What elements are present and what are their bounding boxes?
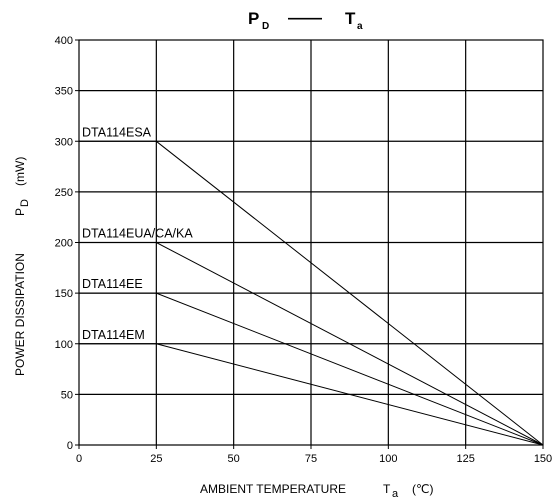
series-line — [79, 343, 544, 446]
y-tick-label: 250 — [55, 187, 73, 199]
y-tick-label: 350 — [55, 86, 73, 98]
series-line — [79, 140, 544, 446]
x-tick-label: 100 — [379, 453, 397, 465]
title-pd-symbol: P — [248, 9, 259, 28]
x-axis-title-unit: (℃) — [412, 482, 433, 496]
series-line — [79, 242, 544, 446]
x-axis-title: AMBIENT TEMPERATURE T a (℃) — [200, 482, 433, 497]
y-tick-label: 300 — [55, 136, 73, 148]
series-line — [79, 292, 544, 446]
title-ta-symbol: T — [345, 9, 356, 28]
series-label: DTA114EE — [82, 277, 143, 291]
x-axis-title-main: AMBIENT TEMPERATURE — [200, 482, 346, 496]
y-axis-title-unit: (mW) — [13, 157, 27, 186]
y-tick-labels: 0 50 100 150 200 250 300 350 400 — [55, 35, 73, 452]
series-label: DTA114ESA — [82, 125, 152, 139]
series-labels: DTA114ESA DTA114EUA/CA/KA DTA114EE DTA114EM — [82, 125, 193, 342]
x-tick-label: 75 — [305, 453, 317, 465]
y-tick-label: 200 — [55, 238, 73, 250]
x-tick-label: 0 — [76, 453, 82, 465]
y-axis-title-symbol: P — [13, 208, 27, 216]
series-label: DTA114EM — [82, 328, 145, 342]
title-pd-subscript: D — [262, 21, 269, 32]
x-tick-labels: 0 25 50 75 100 125 150 — [76, 453, 552, 465]
plot-frame — [78, 39, 544, 446]
x-axis-title-symbol: T — [383, 482, 391, 496]
grid — [75, 39, 544, 449]
x-axis-title-subscript: a — [392, 488, 399, 497]
title-dash: —— — [288, 8, 322, 27]
y-tick-label: 100 — [55, 339, 73, 351]
x-tick-label: 50 — [228, 453, 240, 465]
y-tick-label: 50 — [61, 389, 73, 401]
chart-title: P D —— T a — [248, 8, 363, 32]
y-axis-title-main: POWER DISSIPATION — [13, 253, 27, 376]
x-tick-label: 125 — [456, 453, 474, 465]
title-ta-subscript: a — [357, 21, 363, 32]
series-label: DTA114EUA/CA/KA — [82, 227, 193, 241]
x-tick-label: 150 — [534, 453, 552, 465]
y-axis-title-subscript: D — [19, 199, 31, 207]
y-tick-label: 0 — [67, 440, 73, 452]
y-axis-title: POWER DISSIPATION P D (mW) — [13, 157, 31, 376]
x-tick-label: 25 — [150, 453, 162, 465]
y-tick-label: 400 — [55, 35, 73, 47]
series-lines — [79, 140, 544, 446]
y-tick-label: 150 — [55, 288, 73, 300]
